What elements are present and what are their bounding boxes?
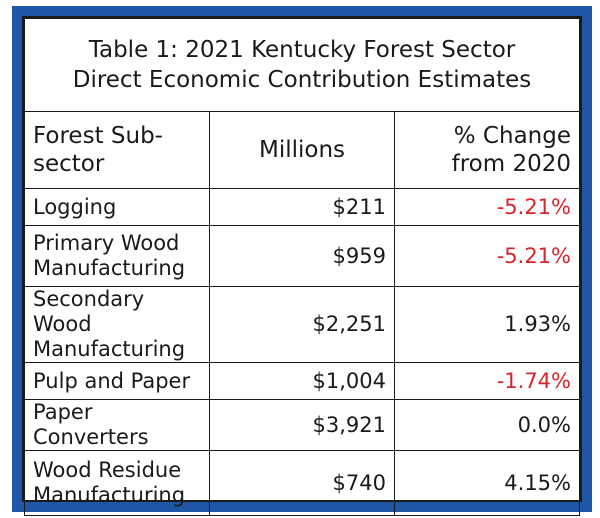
header-change: % Change from 2020 [394,111,580,189]
row-value: $3,921 [209,399,395,451]
table-row: Paper Converters $3,921 0.0% [24,399,580,451]
blue-frame: Table 1: 2021 Kentucky Forest Sector Dir… [12,6,592,516]
row-value: $2,251 [209,286,395,363]
row-sector-line-1: Secondary Wood [33,287,145,336]
header-change-line-2: from 2020 [451,151,571,177]
row-change: 0.0% [394,399,580,451]
title-row: Table 1: 2021 Kentucky Forest Sector Dir… [24,18,580,112]
table-row: Logging $211 -5.21% [24,188,580,226]
row-value: $740 [209,450,395,516]
row-sector: Secondary Wood Manufacturing [24,286,210,363]
row-sector-line-2: Manufacturing [33,256,186,280]
row-change: 4.15% [394,450,580,516]
row-sector: Pulp and Paper [24,362,210,400]
row-sector-line-1: Paper Converters [33,400,149,449]
title-line-1: Table 1: 2021 Kentucky Forest Sector [88,37,516,63]
header-change-line-1: % Change [453,123,571,149]
row-sector-line-2: Manufacturing [33,337,186,361]
row-sector-line-1: Primary Wood [33,231,180,255]
row-change: -5.21% [394,188,580,226]
table-row: Wood Residue Manufacturing $740 4.15% [24,450,580,516]
table-title: Table 1: 2021 Kentucky Forest Sector Dir… [24,18,580,112]
row-sector: Wood Residue Manufacturing [24,450,210,516]
row-value: $959 [209,225,395,287]
row-sector: Logging [24,188,210,226]
row-sector-line-1: Pulp and Paper [33,368,191,393]
header-millions: Millions [209,111,395,189]
row-sector-line-1: Logging [33,194,117,219]
forest-sector-table: Table 1: 2021 Kentucky Forest Sector Dir… [24,18,580,516]
row-sector: Paper Converters [24,399,210,451]
title-line-2: Direct Economic Contribution Estimates [72,67,532,93]
row-change: -1.74% [394,362,580,400]
row-change: 1.93% [394,286,580,363]
table-container: Table 1: 2021 Kentucky Forest Sector Dir… [22,16,582,516]
row-value: $211 [209,188,395,226]
row-change: -5.21% [394,225,580,287]
table-row: Pulp and Paper $1,004 -1.74% [24,362,580,400]
row-sector-line-1: Wood Residue [33,458,182,482]
table-row: Primary Wood Manufacturing $959 -5.21% [24,225,580,287]
row-sector: Primary Wood Manufacturing [24,225,210,287]
header-subsector: Forest Sub-sector [24,111,210,189]
row-value: $1,004 [209,362,395,400]
header-row: Forest Sub-sector Millions % Change from… [24,111,580,189]
row-sector-line-2: Manufacturing [33,483,186,507]
table-row: Secondary Wood Manufacturing $2,251 1.93… [24,286,580,363]
